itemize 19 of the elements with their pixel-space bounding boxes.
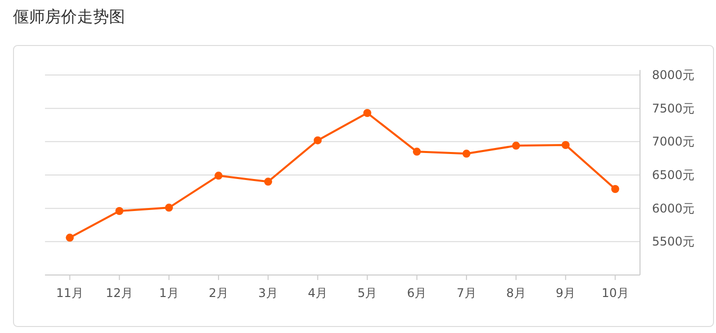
xtick: 7月 [456,286,476,300]
xtick: 3月 [258,286,278,300]
xtick: 2月 [208,286,228,300]
ytick: 5500元 [652,234,695,249]
xtick: 6月 [407,286,427,300]
xtick: 9月 [556,286,576,300]
ytick: 6500元 [652,168,695,182]
ytick: 7000元 [652,134,695,149]
xtick: 11月 [56,286,84,300]
ytick: 8000元 [652,68,695,82]
xtick: 1月 [159,286,179,300]
xtick: 4月 [308,286,328,300]
xtick: 10月 [602,286,629,300]
title: 偃师房价走势图 [13,7,125,26]
ytick: 7500元 [652,101,695,116]
ytick: 6000元 [652,201,695,216]
xtick: 5月 [357,286,378,300]
xtick: 12月 [106,286,134,300]
xtick: 8月 [506,286,526,300]
